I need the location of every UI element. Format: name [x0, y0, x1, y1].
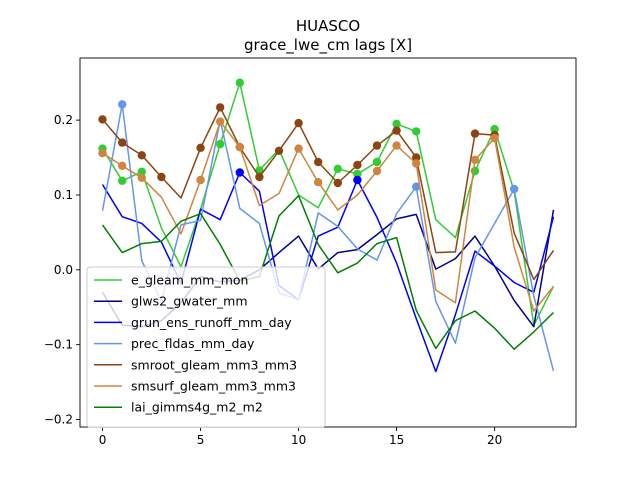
- series-line-prec_fldas_mm_day: [101, 103, 555, 372]
- series-point-smsurf_gleam_mm3_mm3-10: [294, 144, 303, 153]
- series-point-prec_fldas_mm_day-1: [118, 100, 127, 109]
- series-point-smroot_gleam_mm3_mm3-6: [216, 103, 225, 112]
- series-point-smsurf_gleam_mm3_mm3-19: [470, 155, 480, 164]
- y-tick-label-4: 0.2: [54, 113, 73, 127]
- series-point-e_gleam_mm_mon-6: [216, 139, 225, 149]
- series-point-smsurf_gleam_mm3_mm3-15: [392, 141, 401, 150]
- legend-box: [86, 266, 326, 428]
- series-point-smroot_gleam_mm3_mm3-8: [255, 172, 264, 182]
- series-point-smsurf_gleam_mm3_mm3-2: [137, 173, 146, 182]
- series-point-smroot_gleam_mm3_mm3-19: [470, 129, 480, 138]
- series-point-smsurf_gleam_mm3_mm3-16: [412, 159, 421, 168]
- series-point-smsurf_gleam_mm3_mm3-11: [314, 178, 323, 187]
- series-point-smroot_gleam_mm3_mm3-0: [98, 115, 107, 124]
- legend-label-glws2_gwater_mm: glws2_gwater_mm: [131, 294, 248, 309]
- series-point-smroot_gleam_mm3_mm3-12: [333, 178, 342, 188]
- y-tick-label-2: 0.0: [54, 263, 73, 277]
- series-point-e_gleam_mm_mon-2: [137, 167, 146, 176]
- x-tick-label-10: 10: [291, 433, 306, 447]
- series-point-smroot_gleam_mm3_mm3-14: [372, 141, 382, 150]
- series-point-smsurf_gleam_mm3_mm3-5: [196, 175, 205, 185]
- legend-label-smsurf_gleam_mm3_mm3: smsurf_gleam_mm3_mm3: [131, 379, 296, 394]
- axes-layer: 0 5 10 15 20 −0.2 −0.1 0.0 0.1 0.2: [44, 57, 577, 447]
- x-tick-label-5: 5: [197, 433, 205, 447]
- series-line-smsurf_gleam_mm3_mm3: [102, 120, 555, 312]
- series-point-grun_ens_runoff_mm_day-13: [353, 175, 362, 185]
- series-point-smroot_gleam_mm3_mm3-1: [118, 138, 127, 147]
- series-point-smsurf_gleam_mm3_mm3-1: [118, 161, 127, 170]
- series-point-smroot_gleam_mm3_mm3-11: [314, 157, 323, 167]
- series-point-prec_fldas_mm_day-21: [510, 184, 519, 194]
- series-layer: [98, 78, 555, 373]
- y-tick-label-0: −0.2: [44, 413, 73, 427]
- series-point-e_gleam_mm_mon-14: [372, 157, 382, 167]
- series-point-smsurf_gleam_mm3_mm3-20: [490, 133, 499, 143]
- series-point-smsurf_gleam_mm3_mm3-14: [372, 166, 382, 176]
- legend: e_gleam_mm_mon glws2_gwater_mm grun_ens_ru…: [86, 266, 326, 428]
- series-point-e_gleam_mm_mon-16: [412, 127, 421, 136]
- y-tick-label-1: −0.1: [44, 338, 73, 352]
- series-line-lai_gimms4g_m2_m2: [101, 194, 555, 350]
- series-point-smroot_gleam_mm3_mm3-5: [196, 143, 205, 152]
- series-point-e_gleam_mm_mon-7: [235, 78, 244, 87]
- series-point-smroot_gleam_mm3_mm3-2: [137, 151, 146, 160]
- series-point-smsurf_gleam_mm3_mm3-0: [98, 148, 107, 158]
- x-tick-label-20: 20: [487, 433, 502, 447]
- legend-label-prec_fldas_mm_day: prec_fldas_mm_day: [131, 336, 255, 351]
- series-point-e_gleam_mm_mon-15: [392, 119, 401, 129]
- plot-area: [98, 78, 555, 373]
- series-point-e_gleam_mm_mon-13: [353, 169, 362, 179]
- x-tick-label-0: 0: [99, 433, 107, 447]
- series-point-smroot_gleam_mm3_mm3-9: [274, 146, 284, 155]
- series-point-smroot_gleam_mm3_mm3-15: [392, 126, 401, 135]
- y-tick-label-3: 0.1: [54, 188, 73, 202]
- series-point-smsurf_gleam_mm3_mm3-7: [235, 142, 244, 152]
- series-point-e_gleam_mm_mon-1: [118, 176, 127, 185]
- series-point-smroot_gleam_mm3_mm3-3: [157, 172, 166, 182]
- series-point-e_gleam_mm_mon-20: [490, 124, 499, 134]
- series-point-grun_ens_runoff_mm_day-7: [235, 168, 244, 177]
- series-point-e_gleam_mm_mon-12: [333, 164, 342, 173]
- legend-label-lai_gimms4g_m2_m2: lai_gimms4g_m2_m2: [131, 400, 263, 415]
- series-point-smroot_gleam_mm3_mm3-13: [353, 160, 362, 170]
- series-point-e_gleam_mm_mon-8: [255, 166, 264, 175]
- x-tick-label-15: 15: [389, 433, 404, 447]
- series-point-smsurf_gleam_mm3_mm3-6: [216, 117, 225, 126]
- series-point-smroot_gleam_mm3_mm3-10: [294, 118, 303, 128]
- chart-title: HUASCO: [296, 17, 360, 35]
- series-point-e_gleam_mm_mon-19: [470, 166, 480, 176]
- chart-subtitle: grace_lwe_cm lags [X]: [244, 36, 412, 55]
- legend-label-grun_ens_runoff_mm_day: grun_ens_runoff_mm_day: [131, 315, 292, 330]
- series-point-smroot_gleam_mm3_mm3-16: [412, 153, 421, 162]
- series-line-e_gleam_mm_mon: [101, 81, 555, 326]
- legend-label-smroot_gleam_mm3_mm3: smroot_gleam_mm3_mm3: [131, 357, 297, 372]
- series-point-prec_fldas_mm_day-16: [412, 182, 421, 191]
- legend-label-e_gleam_mm_mon: e_gleam_mm_mon: [131, 273, 248, 288]
- axes-frame: [79, 57, 577, 428]
